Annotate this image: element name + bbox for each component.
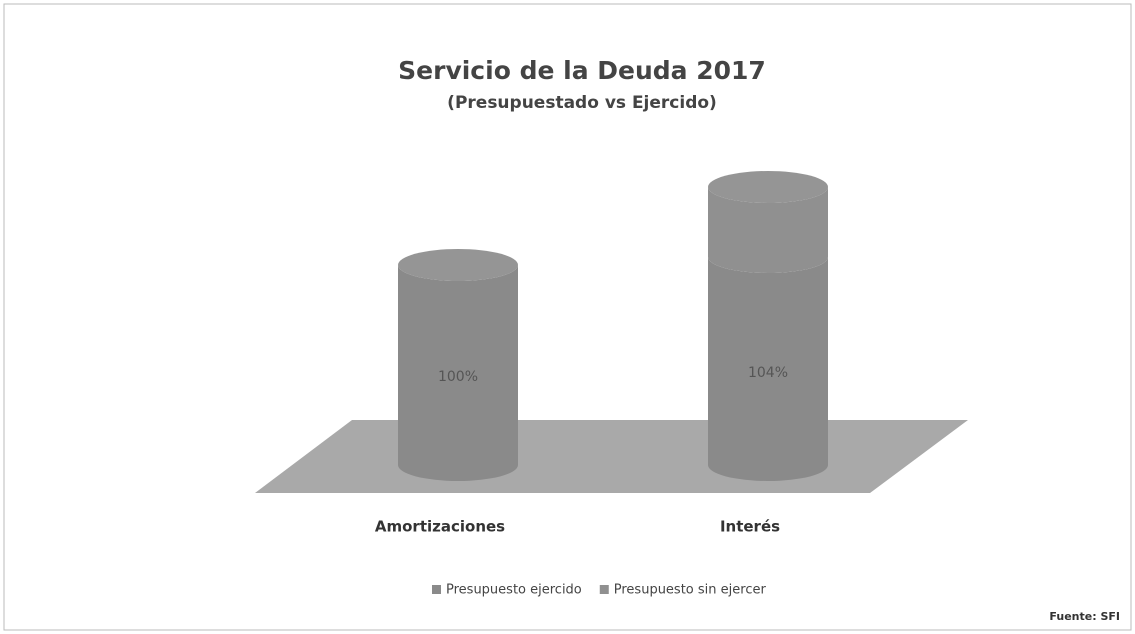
- chart-title: Servicio de la Deuda 2017: [398, 56, 766, 85]
- chart-border: [3, 3, 1132, 631]
- legend-swatch: [599, 585, 609, 594]
- data-label: 104%: [748, 365, 788, 381]
- cylinder-segment: [708, 257, 828, 481]
- floor: [255, 420, 968, 493]
- data-label: 100%: [438, 369, 478, 385]
- legend-label: Presupuesto sin ejercer: [614, 583, 767, 598]
- x-tick-label: Amortizaciones: [375, 518, 505, 536]
- cylinder-segment: [398, 265, 518, 481]
- legend-swatch: [432, 585, 441, 594]
- x-tick-label: Interés: [720, 518, 780, 536]
- source: Fuente: SFI: [1049, 610, 1120, 623]
- cylinder-top: [398, 249, 518, 281]
- cylinder-top: [708, 171, 828, 203]
- cylinder-segment: [708, 187, 828, 273]
- legend-label: Presupuesto ejercido: [446, 583, 582, 598]
- chart-subtitle: (Presupuestado vs Ejercido): [447, 93, 717, 113]
